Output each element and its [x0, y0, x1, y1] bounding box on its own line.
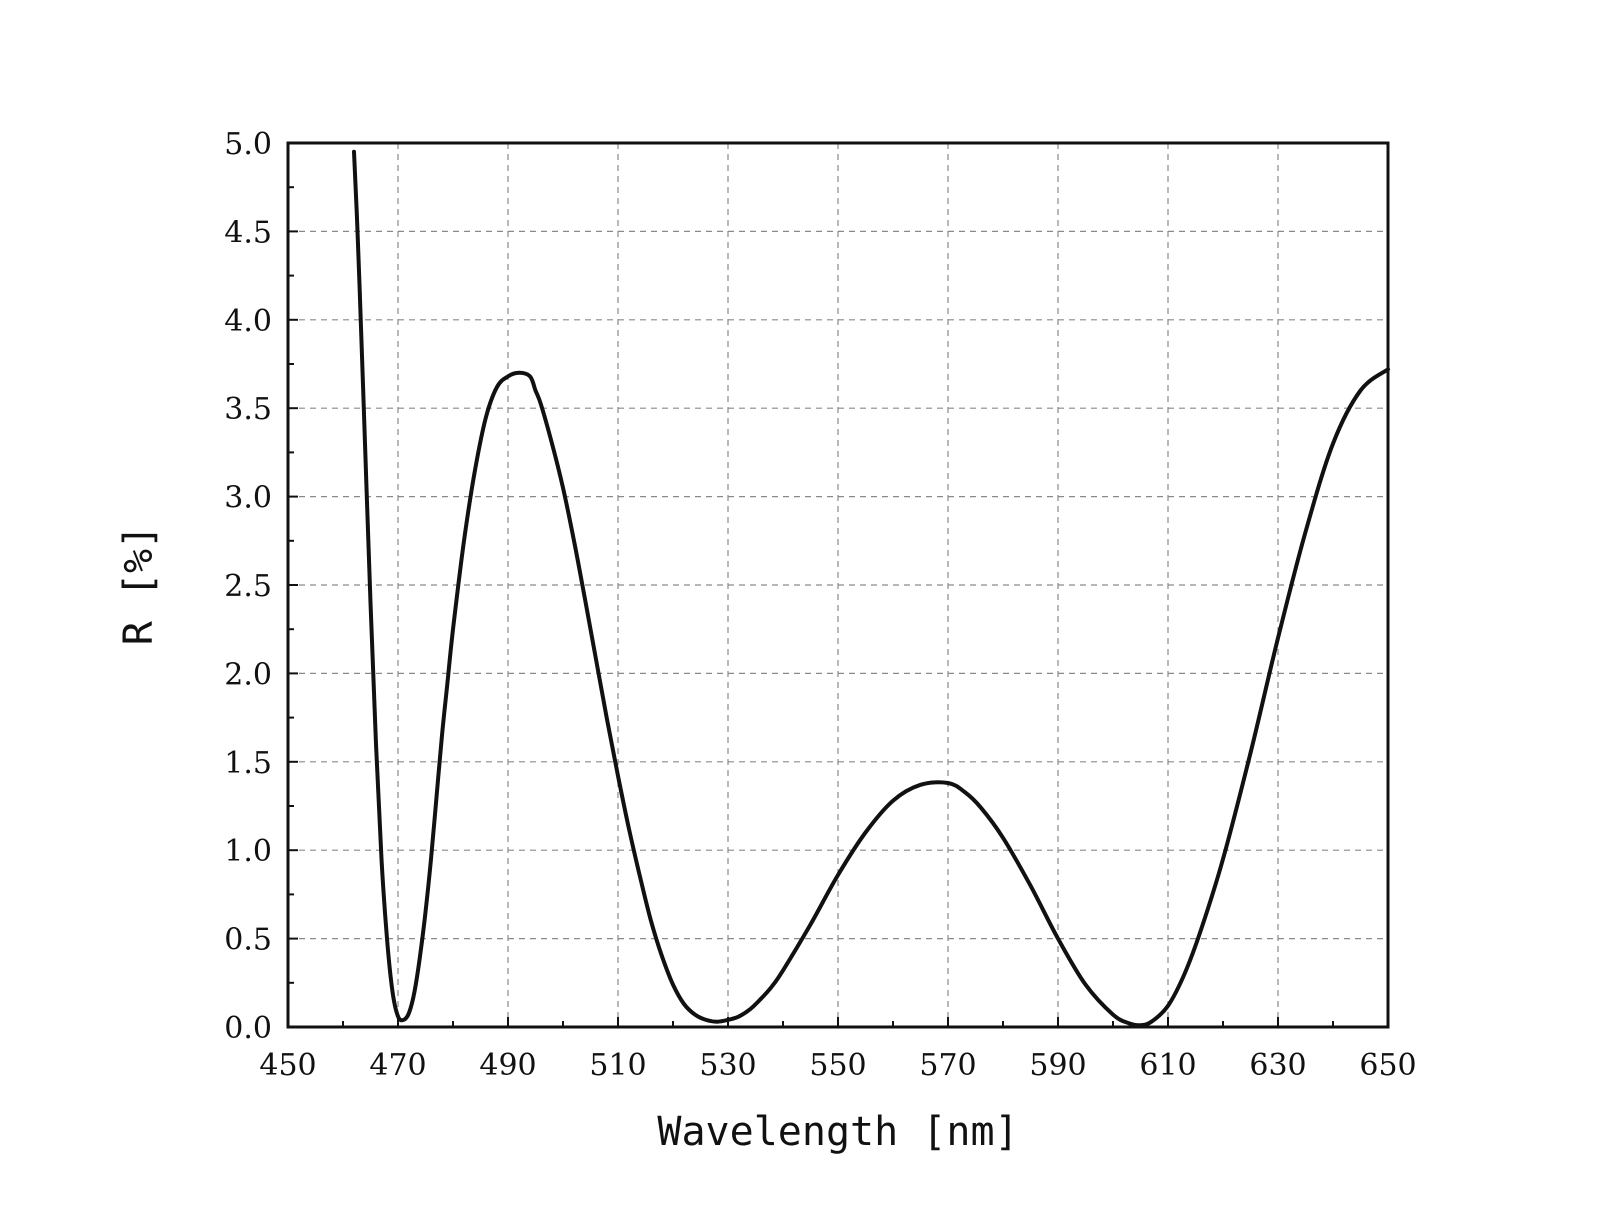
y-tick-label: 3.5 [224, 392, 272, 427]
x-tick-label: 510 [589, 1048, 646, 1083]
x-tick-labels: 450 470 490 510 530 550 570 590 610 630 650 [259, 1048, 1416, 1083]
series-layer [352, 149, 1390, 1028]
y-tick-label: 4.0 [224, 304, 272, 339]
y-tick-label: 1.0 [224, 834, 272, 869]
y-tick-label: 2.0 [224, 657, 272, 692]
y-tick-label: 3.0 [224, 481, 272, 516]
y-axis-title: R [%] [116, 525, 162, 645]
x-tick-label: 610 [1139, 1048, 1196, 1083]
y-tick-label: 1.5 [224, 746, 272, 781]
x-tick-label: 630 [1249, 1048, 1306, 1083]
y-tick-label: 2.5 [224, 569, 272, 604]
y-tick-label: 0.5 [224, 923, 272, 958]
y-tick-label: 4.5 [224, 215, 272, 250]
x-tick-label: 570 [919, 1048, 976, 1083]
y-tick-labels: 0.0 0.5 1.0 1.5 2.0 2.5 3.0 3.5 4.0 4.5 5.0 [224, 127, 272, 1046]
y-tick-label: 0.0 [224, 1011, 272, 1046]
plot-frame [286, 141, 1390, 1029]
reflectance-series-line [352, 149, 1390, 1028]
x-tick-label: 530 [699, 1048, 756, 1083]
y-tick-label: 5.0 [224, 127, 272, 162]
x-tick-label: 470 [369, 1048, 426, 1083]
x-tick-label: 550 [809, 1048, 866, 1083]
x-tick-label: 450 [259, 1048, 316, 1083]
x-axis-title: Wavelength [nm] [657, 1109, 1018, 1155]
grid-lines [288, 143, 1388, 1027]
x-tick-label: 490 [479, 1048, 536, 1083]
x-tick-label: 650 [1359, 1048, 1416, 1083]
x-tick-label: 590 [1029, 1048, 1086, 1083]
